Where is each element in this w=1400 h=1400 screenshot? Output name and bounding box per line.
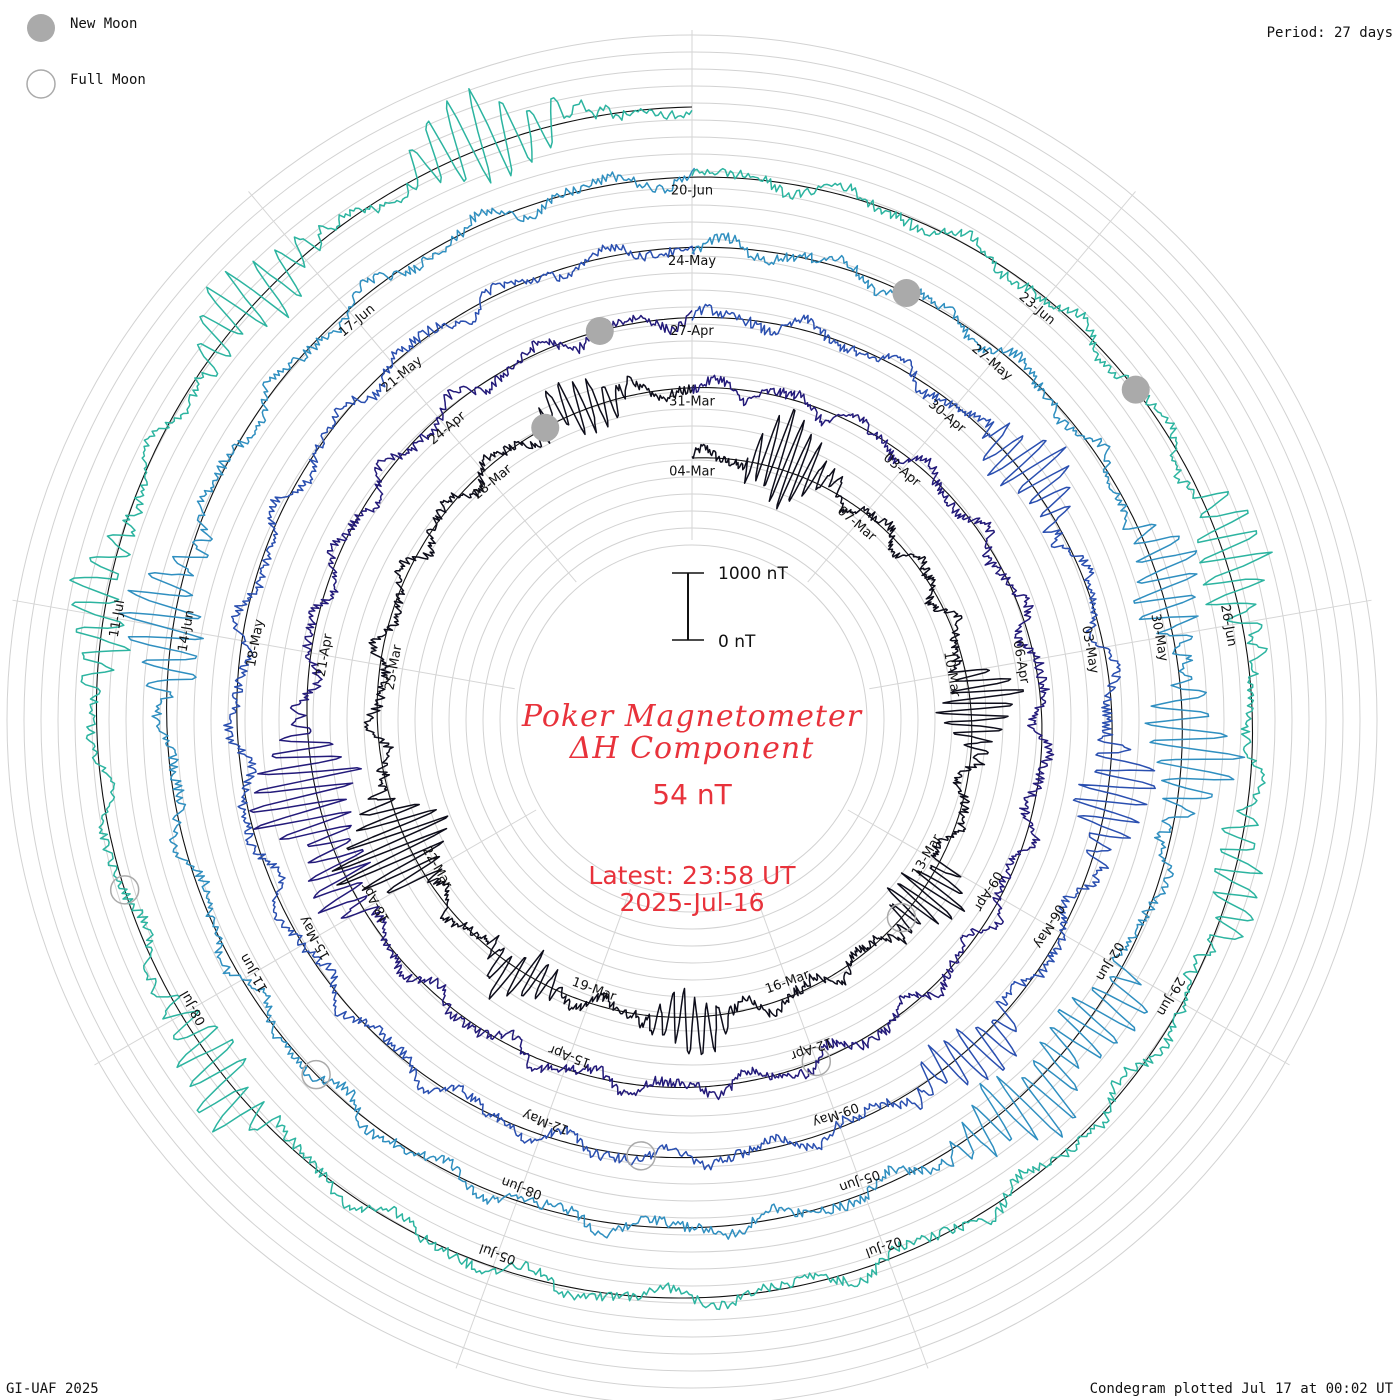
date-label: 23-Jun (1016, 290, 1058, 329)
date-label: 14-Jun (176, 609, 198, 653)
latest-time: Latest: 23:58 UT (588, 861, 796, 890)
date-label: 12-Apr (788, 1034, 835, 1063)
series-line-cycle-4 (118, 167, 1246, 1240)
date-label: 24-May (668, 254, 716, 269)
data-series (69, 88, 1273, 1311)
chart-title: Poker Magnetometer (521, 699, 863, 734)
scale-top-label: 1000 nT (718, 564, 788, 584)
date-label: 12-May (520, 1106, 571, 1137)
full-moon-marker (626, 1141, 656, 1171)
date-label: 27-May (969, 342, 1016, 385)
series-line-cycle-5 (69, 88, 1273, 1311)
center-text: Poker Magnetometer ΔH Component 54 nT La… (521, 699, 863, 917)
date-label: 18-May (244, 618, 267, 668)
legend: New Moon Full Moon (26, 14, 146, 99)
full-moon-marker (109, 875, 140, 905)
new-moon-marker (531, 413, 560, 442)
date-label: 17-Jun (336, 302, 378, 341)
full-moon-label: Full Moon (70, 72, 146, 88)
new-moon-marker (1121, 375, 1150, 404)
grid-spoke (847, 809, 1290, 1066)
date-label: 16-Mar (763, 967, 812, 997)
scale-bottom-label: 0 nT (718, 632, 756, 652)
grid-spoke (94, 809, 537, 1066)
new-moon-label: New Moon (70, 16, 137, 32)
grid-spoke (807, 191, 1136, 583)
date-label: 18-Apr (358, 879, 393, 925)
new-moon-marker (892, 279, 921, 308)
date-label: 24-Apr (426, 408, 469, 448)
date-label: 20-Jun (671, 184, 713, 199)
series-line-cycle-3 (223, 243, 1156, 1171)
date-label: 15-Apr (546, 1041, 593, 1070)
date-label: 25-Mar (383, 643, 406, 691)
series-line-cycle-2 (249, 310, 1055, 1101)
full-moon-marker (886, 902, 917, 933)
scale-bar: 1000 nT 0 nT (672, 564, 788, 652)
chart-subtitle: ΔH Component (569, 731, 815, 766)
new-moon-marker (585, 316, 614, 345)
grid-ring (516, 544, 868, 896)
date-label: 26-Jun (1217, 603, 1239, 647)
series-line-cycle-1 (331, 375, 1024, 1056)
date-label: 31-Mar (669, 394, 715, 409)
grid-spoke (753, 888, 929, 1369)
full-moon-marker (801, 1046, 832, 1077)
grid-spoke (869, 599, 1372, 690)
current-value: 54 nT (652, 778, 732, 811)
moon-markers (109, 279, 1150, 1171)
date-label: 28-Mar (470, 461, 515, 502)
date-label: 06-May (1030, 901, 1067, 950)
latest-date: 2025-Jul-16 (619, 888, 764, 917)
date-label: 30-May (1147, 613, 1170, 663)
full-moon-marker (301, 1059, 331, 1090)
date-label: 05-Jun (837, 1166, 882, 1195)
footer-plotted-time: Condegram plotted Jul 17 at 00:02 UT (1090, 1381, 1394, 1397)
footer-credit: GI-UAF 2025 (6, 1381, 99, 1397)
date-label: 21-Apr (314, 632, 336, 678)
grid-spoke (12, 599, 515, 690)
full-moon-icon (26, 69, 56, 99)
date-label: 21-May (379, 353, 426, 396)
date-label: 29-Jun (1153, 974, 1187, 1018)
date-label: 30-Apr (925, 397, 968, 437)
date-label: 04-Mar (669, 465, 715, 480)
date-label: 11-Jul (107, 599, 128, 639)
grid-spoke (455, 888, 631, 1369)
date-label: 27-Apr (670, 324, 714, 339)
new-moon-icon (27, 14, 55, 42)
period-label: Period: 27 days (1267, 25, 1393, 41)
